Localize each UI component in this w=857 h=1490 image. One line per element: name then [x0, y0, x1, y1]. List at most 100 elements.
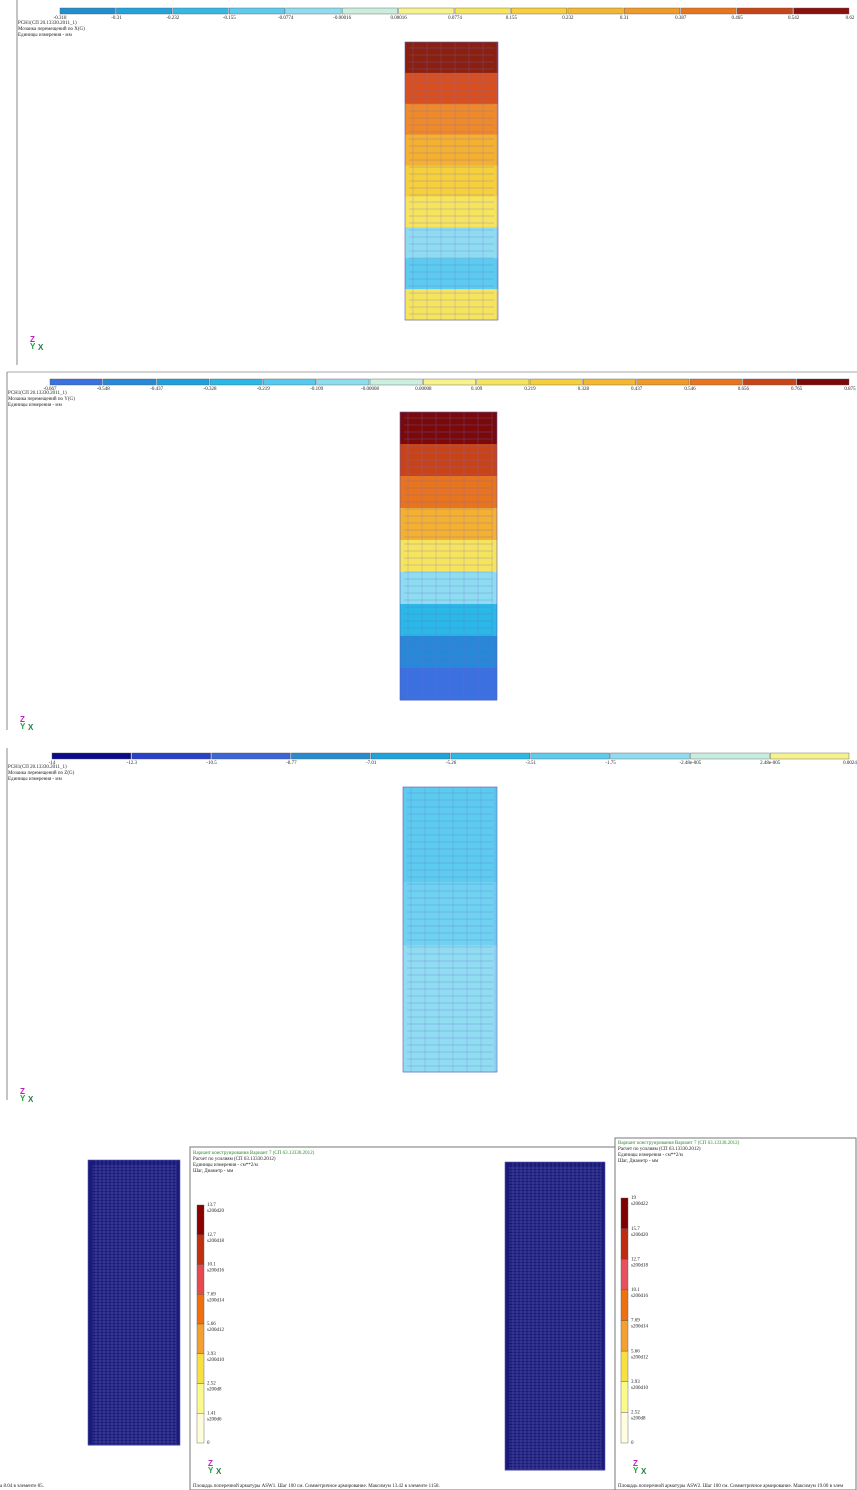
legend-rebar: s200d14	[631, 1325, 648, 1330]
legend-value: 12.7	[631, 1257, 640, 1262]
scale-label: 0.875	[844, 387, 856, 392]
axis-y: Y	[20, 722, 26, 731]
legend-value: 7.69	[631, 1319, 640, 1324]
scale-label: 0.387	[675, 16, 687, 21]
tower-band	[405, 104, 498, 135]
scale-segment	[794, 8, 849, 14]
axis-y: Y	[633, 1466, 639, 1475]
scale-label: 0.00008	[415, 387, 432, 392]
scale-segment	[60, 8, 115, 14]
tower-model	[403, 787, 497, 1073]
legend-value: 10.1	[631, 1288, 640, 1293]
header-line: Мозаика перемещений по Z(G)	[8, 771, 75, 776]
legend-value: 3.93	[631, 1380, 640, 1385]
header-line: Мозаика перемещений по X(G)	[18, 27, 85, 32]
scale-label: 0.328	[578, 387, 590, 392]
tower-band	[405, 166, 498, 197]
screen: -0.318-0.31-0.232-0.155-0.0774-0.000160.…	[0, 0, 857, 1490]
scale-segment	[477, 379, 529, 385]
scale-segment	[530, 379, 582, 385]
legend-value: 5.66	[631, 1349, 640, 1354]
legend-segment	[197, 1413, 204, 1443]
scale-label: 0.155	[506, 16, 518, 21]
legend-segment	[621, 1382, 628, 1413]
legend-segment	[621, 1290, 628, 1321]
scale-label: -0.31	[111, 16, 122, 21]
tower-band	[403, 819, 497, 851]
scale-label: 0.765	[791, 387, 803, 392]
scale-segment	[455, 8, 510, 14]
scale-label: -0.437	[150, 387, 163, 392]
scale-label: -0.00016	[333, 16, 351, 21]
scale-segment	[637, 379, 689, 385]
scale-segment	[568, 8, 623, 14]
legend-rebar: s200d8	[207, 1388, 222, 1393]
axis-x: X	[641, 1467, 647, 1476]
scale-segment	[531, 753, 610, 759]
header-line: Единицы измерения - см**2/м	[193, 1163, 259, 1168]
scale-segment	[743, 379, 795, 385]
legend-segment	[197, 1354, 204, 1384]
scale-label: 0.0024	[843, 761, 857, 766]
tower-band	[400, 668, 497, 701]
scale-label: -10.5	[206, 761, 217, 766]
footer-text: Площадь поперечной арматуры ASW2. Шаг 10…	[618, 1484, 844, 1489]
tower-band	[403, 945, 497, 977]
tower-band	[400, 572, 497, 605]
legend-rebar: s200d12	[207, 1328, 224, 1333]
tower-band	[403, 850, 497, 882]
tower-band	[403, 914, 497, 946]
tower-model	[88, 1160, 180, 1446]
scale-segment	[451, 753, 530, 759]
scale-segment	[116, 8, 171, 14]
scale-segment	[690, 379, 742, 385]
scale-label: -2.48e-005	[679, 761, 701, 766]
legend-rebar: s200d18	[207, 1239, 224, 1244]
tower-band	[403, 787, 497, 819]
header-line: Расчет по усилиям (СП 63.13330.2012)	[618, 1147, 701, 1152]
scale-label: -0.0774	[278, 16, 294, 21]
header-line: Вариант конструирования Вариант 7 (СП 63…	[193, 1151, 315, 1156]
axis-y: Y	[208, 1466, 214, 1475]
legend-segment	[621, 1229, 628, 1260]
scale-segment	[624, 8, 679, 14]
scale-label: -0.109	[310, 387, 323, 392]
tower-band	[400, 636, 497, 669]
header-line: Вариант конструирования Вариант 7 (СП 63…	[618, 1141, 740, 1146]
header-line: Единицы измерения - см**2/м	[618, 1153, 684, 1158]
legend-segment	[621, 1412, 628, 1443]
tower-band	[88, 1160, 180, 1446]
legend-segment	[197, 1294, 204, 1324]
scale-label: -0.548	[97, 387, 110, 392]
panel-border	[615, 1138, 856, 1490]
scale-label: -12.3	[127, 761, 138, 766]
legend-segment	[621, 1259, 628, 1290]
legend-segment	[621, 1321, 628, 1352]
legend-value: 0	[207, 1441, 210, 1446]
scale-segment	[583, 379, 635, 385]
header-line: РСН1(СП 20.13330.2011_1)	[8, 391, 67, 396]
scale-label: 0.542	[788, 16, 800, 21]
scale-label: -0.00008	[361, 387, 379, 392]
legend-value: 7.69	[207, 1292, 216, 1297]
legend-rebar: s200d16	[631, 1294, 648, 1299]
legend-rebar: s200d12	[631, 1355, 648, 1360]
scale-segment	[52, 753, 131, 759]
legend-value: 3.93	[207, 1352, 216, 1357]
legend-segment	[197, 1265, 204, 1295]
legend-rebar: s200d14	[207, 1298, 224, 1303]
tower-band	[400, 412, 497, 445]
tower-band	[403, 1009, 497, 1041]
scale-label: 0.109	[471, 387, 483, 392]
legend-value: 12.7	[207, 1233, 216, 1238]
scale-segment	[770, 753, 849, 759]
scale-segment	[263, 379, 315, 385]
header-line: РСН1(СП 20.13330.2011_1)	[8, 765, 67, 770]
legend-value: 2.52	[631, 1411, 640, 1416]
scale-label: 0.00016	[390, 16, 407, 21]
scale-label: 0.232	[562, 16, 574, 21]
legend-rebar: s200d10	[207, 1358, 224, 1363]
tower-band	[405, 135, 498, 166]
legend-rebar: s200d22	[631, 1202, 648, 1207]
legend-rebar: s200d8	[631, 1417, 646, 1422]
